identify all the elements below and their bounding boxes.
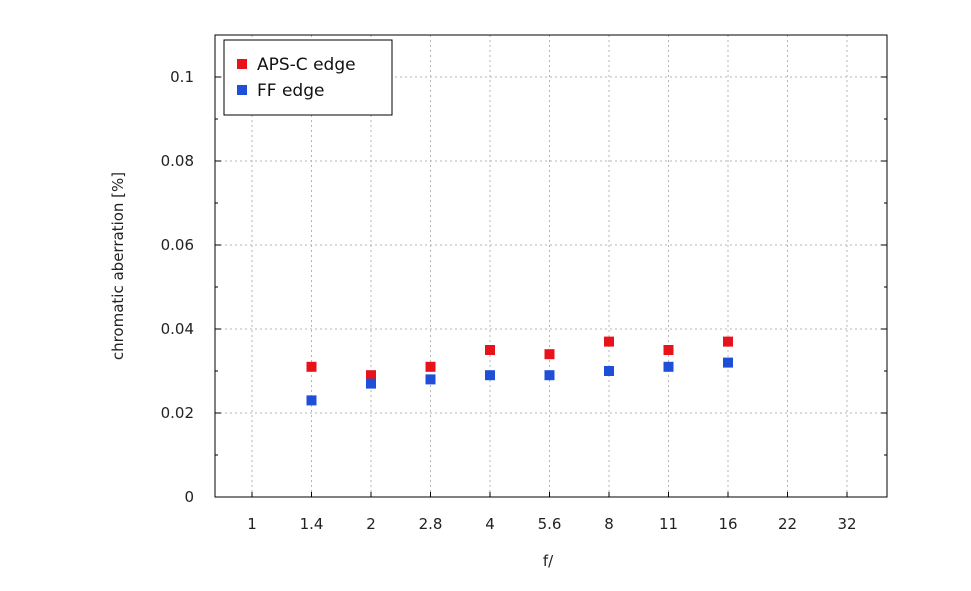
plot-area-frame: [214, 34, 888, 498]
y-tick-label: 0.02: [161, 404, 194, 422]
y-tick-label: 0.06: [161, 236, 194, 254]
legend-label-ff: FF edge: [257, 81, 324, 101]
legend-swatch-aps-c: [237, 59, 247, 69]
x-axis-tick-labels: 1 1.4 2 2.8 4 5.6 8 11 16 22 32: [247, 515, 856, 533]
aps-c-edge-point: [544, 349, 555, 360]
x-tick-label: 8: [604, 515, 614, 533]
aps-c-edge-point: [306, 361, 317, 372]
aps-c-edge-point: [485, 345, 495, 355]
x-tick-label: 2: [366, 515, 376, 533]
y-tick-label: 0.04: [161, 320, 194, 338]
grid-lines: [215, 35, 887, 497]
x-tick-label: 32: [837, 515, 856, 533]
ff-edge-point: [604, 366, 614, 376]
y-tick-label: 0.08: [161, 152, 194, 170]
legend: APS-C edge FF edge: [223, 39, 393, 116]
axis-ticks: [215, 76, 887, 498]
ff-edge-point: [366, 378, 376, 389]
x-tick-label: 5.6: [538, 515, 562, 533]
x-tick-label: 1.4: [300, 515, 324, 533]
x-tick-label: 16: [718, 515, 737, 533]
legend-box: [223, 39, 393, 116]
ff-edge-point: [723, 357, 733, 368]
x-tick-label: 22: [778, 515, 797, 533]
x-tick-label: 2.8: [419, 515, 443, 533]
aps-c-edge-point: [663, 345, 674, 355]
ff-edge-point: [485, 370, 495, 381]
x-axis-title: f/: [543, 552, 554, 570]
x-tick-label: 11: [659, 515, 678, 533]
data-points: [306, 336, 733, 406]
aps-c-edge-point: [366, 370, 376, 381]
y-tick-label: 0.1: [170, 68, 194, 86]
ff-edge-point: [663, 361, 674, 372]
aps-c-edge-point: [425, 361, 436, 372]
y-axis-title: chromatic aberration [%]: [109, 172, 127, 360]
x-tick-label: 1: [247, 515, 257, 533]
legend-label-aps-c: APS-C edge: [257, 55, 356, 75]
ff-edge-point: [425, 374, 436, 385]
aps-c-edge-point: [723, 336, 733, 347]
legend-swatch-ff: [237, 85, 247, 95]
aps-c-edge-point: [604, 336, 614, 347]
y-axis-tick-labels: 0 0.02 0.04 0.06 0.08 0.1: [161, 68, 194, 506]
ff-edge-point: [306, 395, 317, 406]
ff-edge-point: [544, 370, 555, 381]
x-tick-label: 4: [485, 515, 495, 533]
y-tick-label: 0: [184, 488, 194, 506]
